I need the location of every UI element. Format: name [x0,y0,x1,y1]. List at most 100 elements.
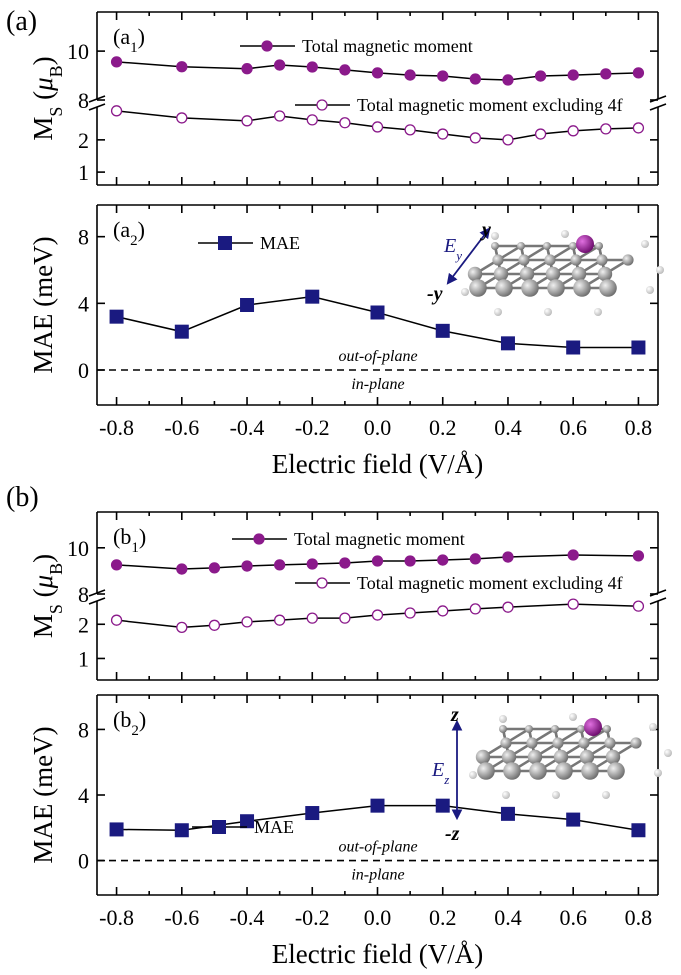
legend-marker [317,578,327,588]
y-axis-label-part: M [28,117,58,141]
data-point [568,70,578,80]
hydrogen [561,230,569,238]
carbon [503,762,521,780]
panel-label: (a2) [113,217,145,249]
data-point [631,341,645,355]
carbon [521,279,539,297]
panel-label-part: 2 [130,233,138,249]
y-tick-label: 8 [78,717,89,742]
data-point [110,822,124,836]
x-tick-label: -0.2 [295,905,330,930]
data-point [307,62,317,72]
x-tick-label: -0.6 [164,415,199,440]
y-axis-label-part: B [46,563,66,575]
data-point [503,552,513,562]
y-tick-label: 2 [78,128,89,153]
data-point [536,129,546,139]
data-point [633,68,643,78]
field-label: Ey [443,235,462,263]
panel-label-part: 1 [130,40,138,56]
carbon [477,762,495,780]
hydrogen [641,240,649,248]
y-tick-label: 0 [78,849,89,874]
y-axis-label-part: μ [28,575,58,590]
group-label: (b) [6,482,39,513]
x-tick-label: -0.6 [164,905,199,930]
legend-marker [317,100,327,110]
y-tick-label: 1 [78,646,89,671]
data-point [633,601,643,611]
annotation: in-plane [351,376,404,393]
data-point [568,599,578,609]
hydrogen [502,791,510,799]
carbon [603,725,611,733]
panel-label-part: ) [138,24,145,49]
carbon [578,737,589,748]
y-axis-label-part: ( [28,588,58,604]
carbon [554,750,568,764]
x-tick-label: 0.6 [559,415,587,440]
panel-label: (b1) [113,524,146,556]
data-point [371,306,385,320]
legend-marker [212,820,226,834]
panel-label-part: 1 [131,540,139,556]
hydrogen [656,266,664,274]
panel-label-part: ) [138,217,145,242]
carbon [630,737,641,748]
data-point [568,550,578,560]
data-point [536,71,546,81]
y-tick-label: 1 [78,160,89,185]
data-point [568,126,578,136]
y-axis-label-part: M [28,614,58,638]
carbon [577,725,585,733]
y-axis-label: MAE (meV) [28,236,58,373]
field-sub: z [443,772,449,787]
y-axis-label-part: B [46,65,66,77]
data-point [436,799,450,813]
hydrogen [649,723,657,731]
data-point [405,556,415,566]
adatom [584,718,602,736]
data-point [110,310,124,324]
y-axis-label-part: S [46,604,66,614]
field-symbol: E [431,759,444,781]
panel-label: (b2) [113,707,146,739]
annotation: out-of-plane [338,839,417,856]
legend-label: Total magnetic moment [302,36,473,56]
group-label: (a) [6,6,37,37]
carbon [502,750,516,764]
carbon [500,737,511,748]
data-point [275,60,285,70]
legend-marker [218,236,232,250]
carbon [468,267,482,281]
data-point [112,57,122,67]
legend-label: Total magnetic moment excluding 4f [357,95,623,115]
carbon [546,267,560,281]
x-tick-label: 0.4 [494,415,522,440]
legend-label: Total magnetic moment excluding 4f [357,573,623,593]
data-point [438,129,448,139]
axis-pos: z [450,704,459,726]
data-point [470,133,480,143]
data-point [340,118,350,128]
data-point [470,604,480,614]
data-point [566,813,580,827]
data-point [371,799,385,813]
hydrogen [664,749,672,757]
panel-label-part: ) [139,707,146,732]
field-label: Ez [431,759,449,787]
series-line [117,297,639,348]
data-point [307,559,317,569]
carbon [491,242,499,250]
legend-label: MAE [260,233,300,253]
data-point [175,823,189,837]
data-point [242,116,252,126]
panel-label: (a1) [113,24,145,56]
data-point [305,806,319,820]
carbon [517,242,525,250]
data-point [307,115,317,125]
data-point [340,65,350,75]
data-point [209,563,219,573]
panel-label-part: (a [113,217,130,242]
carbon [607,762,625,780]
